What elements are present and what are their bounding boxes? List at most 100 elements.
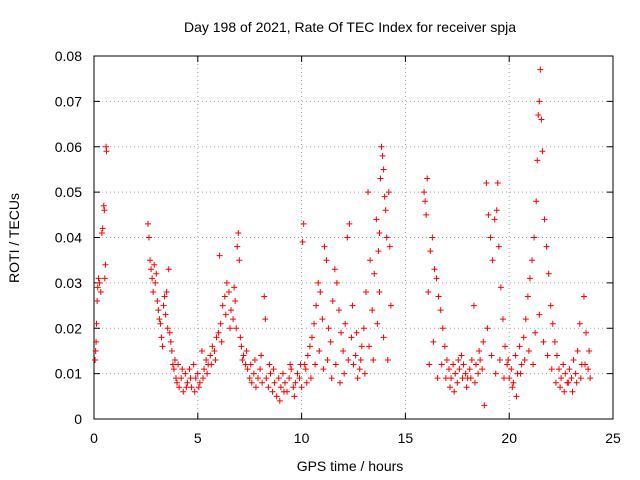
axis-ticks	[93, 55, 614, 420]
x-tick-label: 10	[294, 430, 310, 446]
data-point	[226, 325, 233, 332]
data-point	[480, 338, 487, 345]
y-tick-label: 0.06	[55, 139, 82, 155]
data-point	[342, 320, 349, 327]
data-point	[445, 366, 452, 373]
x-tick-label: 20	[501, 430, 517, 446]
data-point	[451, 388, 458, 395]
data-point	[516, 343, 523, 350]
data-point	[152, 279, 159, 286]
data-point	[455, 357, 462, 364]
chart-title: Day 198 of 2021, Rate Of TEC Index for r…	[184, 19, 516, 35]
data-point	[190, 361, 197, 368]
data-point	[163, 288, 170, 295]
data-point	[161, 293, 168, 300]
data-point	[557, 384, 564, 391]
data-point	[385, 189, 392, 196]
data-point	[585, 366, 592, 373]
data-point	[178, 375, 185, 382]
data-point	[101, 275, 108, 282]
data-point	[354, 375, 361, 382]
data-point	[324, 357, 331, 364]
data-point	[306, 343, 313, 350]
data-point	[164, 325, 171, 332]
data-point	[476, 347, 483, 354]
data-point	[529, 257, 536, 264]
data-point	[450, 361, 457, 368]
data-point	[153, 270, 160, 277]
data-point	[287, 361, 294, 368]
data-point	[157, 320, 164, 327]
data-point	[147, 257, 154, 264]
data-point	[207, 352, 214, 359]
data-point	[303, 379, 310, 386]
data-point	[151, 261, 158, 268]
data-point	[458, 352, 465, 359]
data-point	[536, 98, 543, 105]
data-point	[493, 207, 500, 214]
data-point	[380, 334, 387, 341]
data-point	[171, 357, 178, 364]
data-point	[427, 248, 434, 255]
data-point	[501, 375, 508, 382]
data-point	[335, 307, 342, 314]
data-point	[257, 366, 264, 373]
data-point	[230, 316, 237, 323]
data-point	[188, 384, 195, 391]
data-point	[570, 357, 577, 364]
data-point	[319, 316, 326, 323]
data-point	[358, 343, 365, 350]
data-point	[566, 366, 573, 373]
data-point	[182, 370, 189, 377]
data-point	[378, 143, 385, 150]
y-axis-label: ROTI / TECUs	[6, 193, 22, 283]
data-point	[439, 325, 446, 332]
data-point	[259, 379, 266, 386]
data-point	[92, 357, 99, 364]
data-point	[489, 257, 496, 264]
data-point	[506, 375, 513, 382]
data-point	[505, 357, 512, 364]
data-point	[459, 375, 466, 382]
data-point	[463, 384, 470, 391]
data-point	[437, 307, 444, 314]
data-point	[167, 338, 174, 345]
data-point	[304, 352, 311, 359]
data-point	[356, 366, 363, 373]
data-point	[353, 329, 360, 336]
data-point	[144, 220, 151, 227]
data-point	[543, 243, 550, 250]
data-point	[270, 366, 277, 373]
data-point	[471, 379, 478, 386]
data-point	[186, 366, 193, 373]
data-point	[276, 397, 283, 404]
data-point	[232, 298, 239, 305]
data-point	[237, 334, 244, 341]
data-point	[265, 384, 272, 391]
data-point	[94, 298, 101, 305]
data-point	[316, 347, 323, 354]
data-point	[290, 384, 297, 391]
data-point	[277, 384, 284, 391]
data-point	[430, 338, 437, 345]
data-point	[572, 370, 579, 377]
data-point	[477, 357, 484, 364]
data-point	[348, 334, 355, 341]
data-point	[466, 366, 473, 373]
data-point	[149, 275, 156, 282]
data-point	[421, 189, 428, 196]
data-point	[517, 370, 524, 377]
data-point	[387, 302, 394, 309]
data-point	[533, 198, 540, 205]
data-point	[497, 284, 504, 291]
data-point	[269, 388, 276, 395]
data-point	[148, 266, 155, 273]
data-point	[431, 266, 438, 273]
data-point	[448, 375, 455, 382]
data-point	[520, 334, 527, 341]
data-point	[536, 311, 543, 318]
data-point	[577, 375, 584, 382]
data-point	[234, 243, 241, 250]
data-point	[231, 284, 238, 291]
